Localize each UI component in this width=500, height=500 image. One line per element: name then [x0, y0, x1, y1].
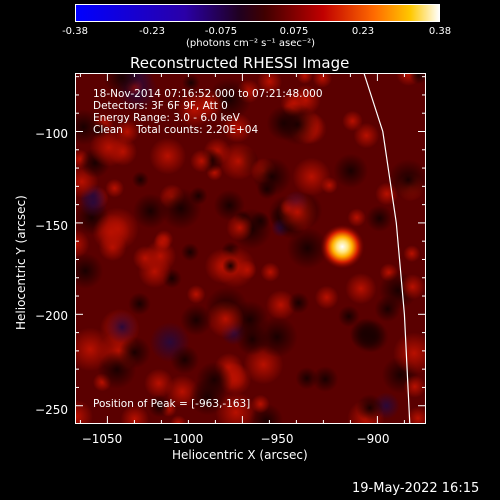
footer-timestamp: 19-May-2022 16:15 — [352, 481, 480, 496]
y-tick-label: −100 — [35, 127, 68, 141]
axis-ticks — [75, 73, 426, 424]
noise-blob — [295, 367, 318, 390]
noise-blob — [222, 257, 239, 275]
colorbar-tick-label: -0.075 — [204, 26, 238, 37]
noise-blob — [403, 375, 426, 398]
noise-blob — [148, 394, 171, 418]
noise-blob — [75, 229, 90, 259]
noise-blob — [132, 171, 149, 189]
noise-blob — [160, 187, 202, 230]
info-detectors: Detectors: 3F 6F 9F, Att 0 — [93, 100, 228, 112]
noise-blob — [170, 345, 200, 375]
colorbar-tick-label: 0.38 — [428, 26, 452, 37]
info-clean-counts: Clean Total counts: 2.20E+04 — [93, 124, 259, 136]
noise-blob — [153, 233, 171, 252]
noise-blob — [409, 73, 426, 85]
x-tick-label: −1050 — [81, 432, 123, 446]
noise-blob — [333, 153, 369, 189]
peak-source — [320, 224, 365, 269]
noise-blob — [338, 305, 360, 328]
colorbar-tick-label: -0.38 — [62, 26, 88, 37]
noise-blob — [345, 273, 377, 305]
noise-blob — [342, 110, 363, 132]
colorbar-tick-label: -0.23 — [139, 26, 165, 37]
noise-blob — [406, 406, 426, 424]
noise-blob — [314, 285, 339, 310]
noise-blob — [350, 317, 386, 353]
noise-blob — [182, 73, 200, 92]
noise-blob — [105, 178, 124, 198]
noise-blob — [105, 310, 139, 344]
noise-blob — [252, 157, 292, 196]
y-axis-label: Heliocentric Y (arcsec) — [14, 195, 28, 330]
noise-blob — [206, 300, 245, 338]
y-tick-label: −200 — [35, 309, 68, 323]
noise-blob — [312, 366, 339, 393]
noise-blob — [213, 189, 245, 221]
noise-blob — [393, 332, 426, 375]
noise-blob — [265, 290, 296, 320]
noise-blob — [277, 192, 318, 232]
noise-blob — [374, 295, 401, 322]
x-tick-label: −950 — [260, 432, 294, 446]
noise-blob — [226, 214, 253, 241]
peak-position-text: Position of Peak = [-963,-163] — [93, 398, 251, 410]
info-time-range: 18-Nov-2014 07:16:52.000 to 07:21:48.000 — [93, 88, 323, 100]
noise-blob — [366, 205, 393, 232]
noise-blob — [356, 394, 384, 422]
noise-blob — [132, 193, 169, 229]
noise-blob — [347, 208, 366, 227]
noise-blob — [97, 350, 137, 389]
noise-blob — [219, 142, 258, 181]
noise-blob — [138, 254, 172, 289]
noise-blob — [103, 73, 141, 96]
noise-blob — [75, 253, 104, 289]
solar-limb-curve — [363, 73, 411, 424]
noise-blob — [292, 157, 331, 196]
noise-blob — [186, 285, 206, 304]
noise-blob — [149, 137, 187, 175]
x-tick-label: −900 — [356, 432, 390, 446]
heatmap-texture — [75, 73, 426, 424]
noise-blob — [276, 103, 318, 146]
noise-blob — [89, 128, 129, 167]
noise-blob — [257, 73, 283, 94]
noise-blob — [190, 149, 213, 173]
chart-title: Reconstructed RHESSI Image — [130, 54, 350, 72]
y-tick-label: −150 — [35, 219, 68, 233]
info-energy-range: Energy Range: 3.0 - 6.0 keV — [93, 112, 240, 124]
y-tick-label: −250 — [35, 403, 68, 417]
noise-blob — [260, 262, 280, 282]
noise-blob — [92, 213, 130, 251]
noise-blob — [296, 73, 313, 84]
noise-blob — [196, 361, 233, 399]
plot-frame — [75, 73, 426, 424]
noise-blob — [287, 292, 310, 314]
noise-blob — [399, 274, 426, 300]
noise-blob — [170, 415, 187, 424]
noise-blob — [312, 73, 333, 88]
colorbar — [75, 4, 440, 22]
noise-blob — [353, 122, 380, 149]
noise-blob — [387, 159, 426, 200]
noise-blob — [128, 292, 151, 316]
noise-blob — [256, 316, 298, 358]
noise-blob — [181, 243, 200, 262]
noise-blob — [120, 404, 149, 424]
heatmap-plot — [75, 73, 426, 424]
noise-blob — [180, 304, 212, 336]
noise-blob — [176, 92, 212, 128]
noise-blob — [222, 113, 253, 143]
colorbar-tick-label: 0.075 — [279, 26, 309, 37]
noise-blob — [286, 227, 329, 269]
colorbar-tick-label: 0.23 — [351, 26, 375, 37]
x-axis-label: Heliocentric X (arcsec) — [172, 448, 308, 462]
x-tick-label: −1000 — [162, 432, 204, 446]
noise-blob — [251, 394, 270, 414]
info-block: 18-Nov-2014 07:16:52.000 to 07:21:48.000… — [93, 88, 323, 136]
noise-blob — [403, 245, 421, 263]
colorbar-unit-label: (photons cm⁻² s⁻¹ asec⁻²) — [186, 38, 316, 49]
